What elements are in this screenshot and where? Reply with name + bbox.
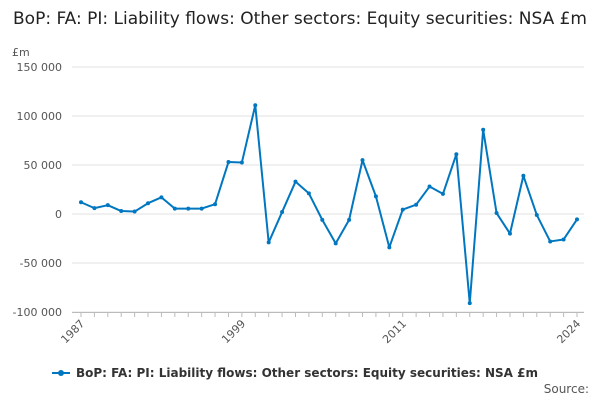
data-point: [494, 211, 499, 216]
data-point: [253, 103, 258, 108]
y-tick-label: 100 000: [17, 110, 63, 123]
legend-label: BoP: FA: PI: Liability flows: Other sect…: [76, 366, 538, 380]
data-point: [481, 127, 486, 132]
y-tick-label: -50 000: [20, 257, 62, 270]
y-tick-label: 50 000: [24, 159, 63, 172]
data-point: [575, 217, 579, 222]
data-point: [373, 194, 378, 199]
data-point: [92, 206, 97, 211]
data-point: [199, 206, 204, 211]
data-point: [561, 237, 566, 242]
data-point: [467, 301, 472, 306]
data-point: [347, 217, 352, 222]
x-tick-label: 2024: [554, 317, 583, 346]
data-point: [146, 201, 151, 206]
series-line: [80, 104, 578, 305]
data-point: [266, 240, 271, 245]
data-point: [320, 217, 325, 222]
y-tick-label: -100 000: [13, 306, 62, 319]
data-point: [172, 206, 177, 211]
chart-title: BoP: FA: PI: Liability flows: Other sect…: [13, 9, 587, 29]
data-point: [333, 241, 338, 246]
data-point: [534, 212, 539, 217]
data-point: [548, 239, 553, 244]
data-point: [293, 179, 298, 184]
data-point: [454, 152, 459, 157]
data-point: [400, 207, 405, 212]
x-tick-label: 1987: [58, 317, 87, 346]
data-point: [105, 203, 110, 208]
y-axis-unit-label: £m: [12, 46, 30, 59]
data-point: [226, 160, 231, 165]
source-label: Source:: [543, 382, 589, 396]
data-point: [440, 191, 445, 196]
legend-swatch: [52, 370, 70, 376]
data-point: [159, 195, 164, 200]
data-point: [79, 200, 83, 205]
data-point: [213, 202, 218, 207]
data-point: [360, 158, 365, 163]
data-point: [507, 231, 512, 236]
data-point: [132, 209, 137, 214]
data-point: [414, 202, 419, 207]
x-tick-label: 1999: [219, 317, 248, 346]
data-point: [186, 206, 191, 211]
data-point: [119, 209, 124, 214]
y-tick-label: 0: [55, 208, 62, 221]
data-point: [427, 184, 432, 189]
y-tick-label: 150 000: [17, 61, 63, 74]
legend[interactable]: BoP: FA: PI: Liability flows: Other sect…: [52, 366, 538, 380]
data-point: [280, 210, 285, 215]
data-point: [306, 191, 311, 196]
x-tick-label: 2011: [380, 317, 409, 346]
data-point: [521, 173, 526, 178]
data-point: [387, 245, 392, 250]
data-point: [239, 160, 244, 165]
